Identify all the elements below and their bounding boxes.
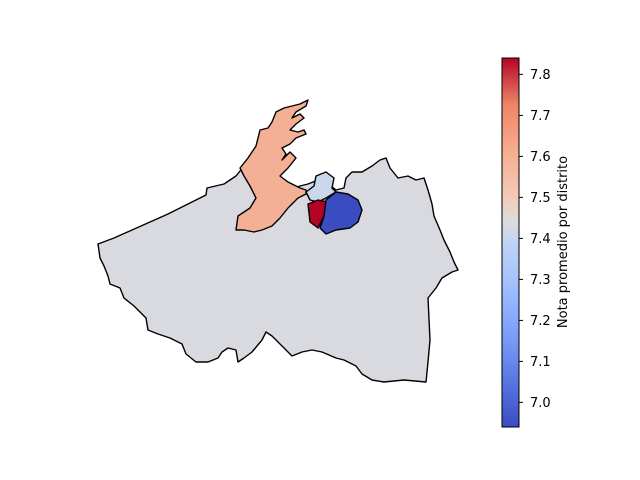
colorbar-tick-label: 7.2 — [530, 314, 551, 329]
map-regions — [97, 99, 459, 383]
colorbar-tick-label: 7.5 — [530, 191, 551, 206]
colorbar-ticks: 7.0 7.1 7.2 7.3 7.4 7.5 7.6 7.7 7.8 — [519, 68, 551, 411]
region-center-blue — [319, 191, 363, 235]
colorbar-tick-label: 7.3 — [530, 273, 551, 288]
colorbar-tick-label: 7.0 — [530, 396, 551, 411]
colorbar-tick-label: 7.7 — [530, 109, 551, 124]
colorbar-tick-label: 7.8 — [530, 68, 551, 83]
colorbar-tick-label: 7.1 — [530, 355, 551, 370]
region-northwest-port — [235, 99, 309, 233]
colorbar-tick-label: 7.6 — [530, 150, 551, 165]
colorbar-label: Nota promedio por distrito — [556, 156, 571, 328]
colorbar: 7.0 7.1 7.2 7.3 7.4 7.5 7.6 7.7 7.8 Nota promedi… — [501, 57, 571, 428]
colorbar-gradient — [501, 57, 520, 428]
colorbar-tick-label: 7.4 — [530, 232, 551, 247]
